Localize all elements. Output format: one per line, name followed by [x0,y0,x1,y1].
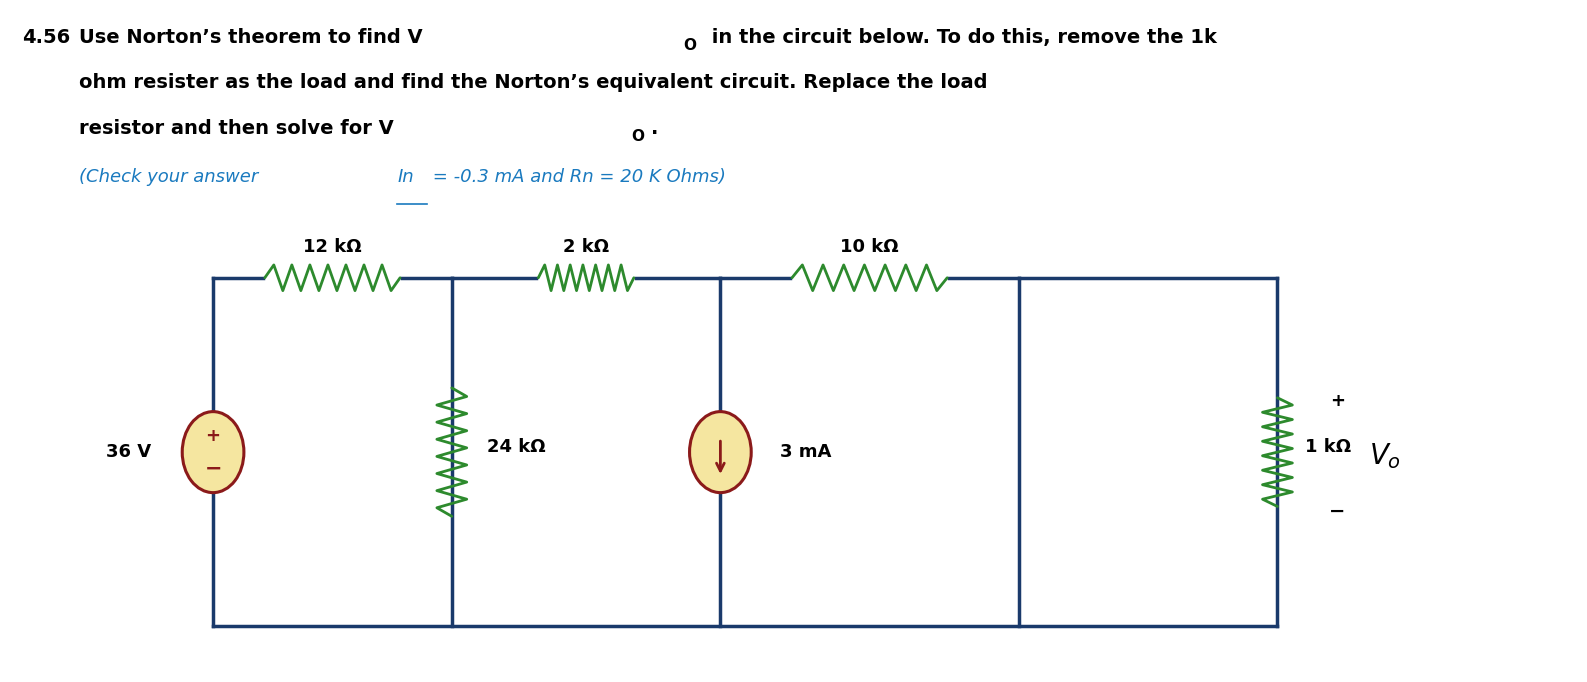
Ellipse shape [689,412,751,492]
Text: = -0.3 mA and Rn = 20 K Ohms): = -0.3 mA and Rn = 20 K Ohms) [427,168,725,186]
Text: 2 kΩ: 2 kΩ [563,238,609,256]
Text: resistor and then solve for V: resistor and then solve for V [79,119,394,138]
Text: 24 kΩ: 24 kΩ [487,439,546,456]
Text: 12 kΩ: 12 kΩ [303,238,362,256]
Ellipse shape [183,412,244,492]
Text: −: − [1328,502,1346,521]
Text: +: + [206,428,221,445]
Text: 10 kΩ: 10 kΩ [840,238,898,256]
Text: .: . [651,119,659,138]
Text: In: In [397,168,414,186]
Text: (Check your answer: (Check your answer [79,168,263,186]
Text: +: + [1330,391,1344,410]
Text: ohm resister as the load and find the Norton’s equivalent circuit. Replace the l: ohm resister as the load and find the No… [79,73,987,92]
Text: 36 V: 36 V [106,443,151,461]
Text: 3 mA: 3 mA [781,443,832,461]
Text: 4.56: 4.56 [22,28,70,47]
Text: 1 kΩ: 1 kΩ [1305,439,1352,456]
Text: O: O [684,38,697,53]
Text: O: O [632,129,644,144]
Text: $V_o$: $V_o$ [1370,441,1401,471]
Text: Use Norton’s theorem to find V: Use Norton’s theorem to find V [79,28,422,47]
Text: −: − [205,459,222,479]
Text: in the circuit below. To do this, remove the 1k: in the circuit below. To do this, remove… [706,28,1217,47]
